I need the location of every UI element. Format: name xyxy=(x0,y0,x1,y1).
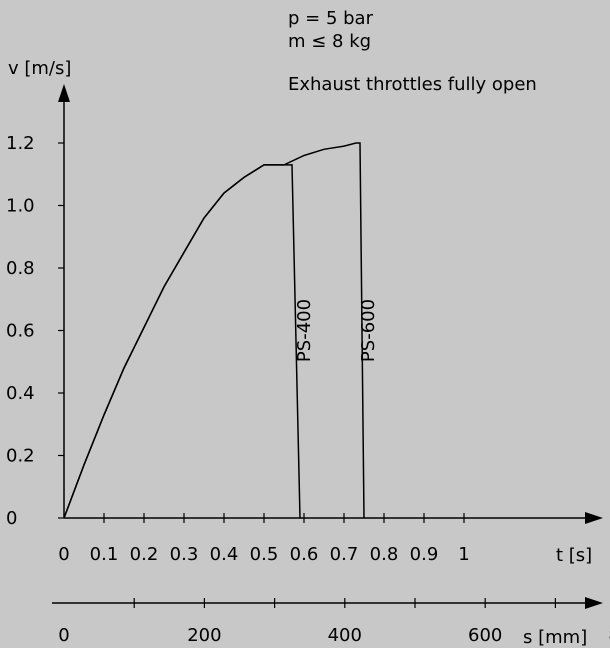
x-tick-label: 0.6 xyxy=(290,544,319,565)
series-labels: PS-400 PS-600 xyxy=(294,299,379,362)
annotation-pressure: p = 5 bar xyxy=(288,8,374,29)
x-tick-label: 0.5 xyxy=(250,544,279,565)
y-tick-label: 0.2 xyxy=(6,446,35,467)
x-tick-label: 0.4 xyxy=(210,544,239,565)
x2-tick-label: 600 xyxy=(468,625,502,646)
annotation-block: p = 5 bar m ≤ 8 kg Exhaust throttles ful… xyxy=(288,8,537,95)
y-tick-label: 0.6 xyxy=(6,321,35,342)
x2-tick-label: 0 xyxy=(58,625,69,646)
y-tick-label: 0.4 xyxy=(6,383,35,404)
series-line-ps-400 xyxy=(63,164,301,519)
y-tick-label: 0.8 xyxy=(6,258,35,279)
ticks: 0 0.1 0.2 0.3 0.4 0.5 0.6 0.7 0.8 0.9 1 0 0.2 0.4 0.6 0… xyxy=(6,133,610,646)
y-tick-label: 0 xyxy=(6,508,17,529)
x-tick-label: 0.1 xyxy=(90,544,119,565)
y-tick-label: 1.2 xyxy=(6,133,35,154)
x2-tick-label: 200 xyxy=(187,625,221,646)
x2-axis-label: s [mm] xyxy=(523,627,587,648)
x-tick-label: 1 xyxy=(458,544,469,565)
series-lines xyxy=(63,142,365,519)
x2-tick-label: 400 xyxy=(328,625,362,646)
y-tick-label: 1.0 xyxy=(6,196,35,217)
x-tick-label: 0.2 xyxy=(130,544,159,565)
x-axis-label: t [s] xyxy=(556,545,592,566)
y-axis-arrow xyxy=(58,84,70,102)
x-tick-label: 0 xyxy=(58,544,69,565)
x-tick-label: 0.8 xyxy=(370,544,399,565)
x-tick-label: 0.7 xyxy=(330,544,359,565)
annotation-throttles: Exhaust throttles fully open xyxy=(288,74,537,95)
x-tick-label: 0.9 xyxy=(410,544,439,565)
x2-tick-label: 800 xyxy=(608,625,610,646)
series-label-ps-600: PS-600 xyxy=(358,299,379,362)
x-axis-arrow xyxy=(585,512,603,524)
annotation-mass: m ≤ 8 kg xyxy=(288,31,371,52)
axes xyxy=(52,84,603,609)
x-tick-label: 0.3 xyxy=(170,544,199,565)
x2-axis-arrow xyxy=(585,597,603,609)
series-line-ps-600 xyxy=(63,142,365,519)
y-axis-label: v [m/s] xyxy=(8,58,71,79)
series-label-ps-400: PS-400 xyxy=(294,299,315,362)
